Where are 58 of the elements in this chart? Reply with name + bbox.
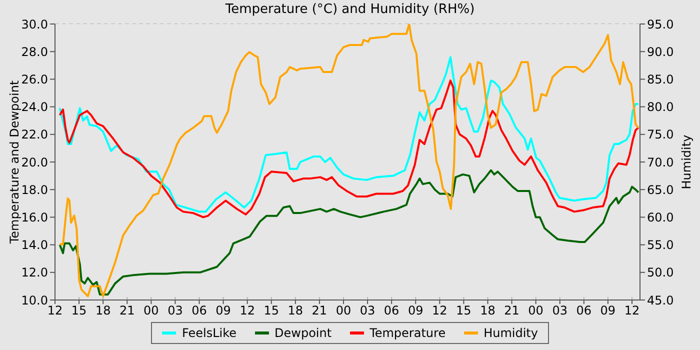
legend-label: Dewpoint [274,326,332,340]
y2-tick-label: 75.0 [647,128,674,142]
y-tick-label: 16.0 [21,210,48,224]
x-tick-label: 15 [71,304,87,318]
x-tick-label: 18 [95,304,111,318]
x-tick-label: 15 [264,304,280,318]
x-tick-label: 18 [480,304,496,318]
x-tick-label: 12 [47,304,63,318]
x-tick-label: 21 [119,304,135,318]
y-tick-label: 12.0 [21,266,48,280]
x-tick-label: 21 [504,304,520,318]
y2-axis-title: Humidity [679,134,694,190]
x-tick-label: 06 [384,304,400,318]
line-series [58,169,640,296]
x-tick-label: 06 [576,304,592,318]
x-tick-label: 15 [456,304,472,318]
y2-tick-label: 85.0 [647,72,674,86]
y-tick-label: 30.0 [21,17,48,32]
x-tick-label: 06 [192,304,207,318]
y2-tick-label: 90.0 [647,44,674,59]
x-tick-label: 09 [216,304,231,318]
x-tick-label: 18 [288,304,304,318]
y-tick-label: 18.0 [21,182,48,197]
legend-label: Humidity [482,326,538,340]
y2-tick-label: 80.0 [647,100,674,114]
x-tick-label: 12 [240,304,255,318]
y2-tick-label: 55.0 [647,238,674,252]
y2-tick-label: 50.0 [647,266,674,280]
y2-tick-label: 45.0 [647,293,674,308]
x-tick-label: 00 [528,304,544,318]
y-tick-label: 24.0 [21,100,48,114]
x-tick-label: 00 [144,304,159,318]
x-tick-label: 09 [408,304,424,318]
y-tick-label: 10.0 [21,293,48,308]
y-axis-title: Temperature and Dewpoint [7,80,22,245]
chart-title: Temperature (°C) and Humidity (RH%) [224,2,476,17]
x-tick-label: 21 [312,304,328,318]
y2-tick-label: 70.0 [647,155,674,170]
y2-tick-label: 65.0 [647,182,674,197]
y-tick-label: 22.0 [21,128,48,142]
y-tick-label: 28.0 [21,44,48,59]
y-tick-label: 20.0 [21,155,48,170]
x-tick-label: 12 [432,304,448,318]
y-tick-label: 26.0 [21,72,48,86]
x-tick-label: 09 [600,304,616,318]
x-tick-label: 03 [360,304,376,318]
x-tick-label: 03 [168,304,183,318]
x-tick-label: 03 [552,304,568,318]
legend-label: FeelsLike [180,326,237,340]
line-series [58,56,640,213]
x-tick-label: 12 [624,304,640,318]
line-series [58,80,640,218]
y2-tick-label: 60.0 [647,210,674,224]
y-tick-label: 14.0 [21,238,48,252]
x-tick-label: 00 [336,304,352,318]
line-series [58,24,640,298]
y2-tick-label: 95.0 [647,17,674,32]
legend-label: Temperature [368,326,446,340]
